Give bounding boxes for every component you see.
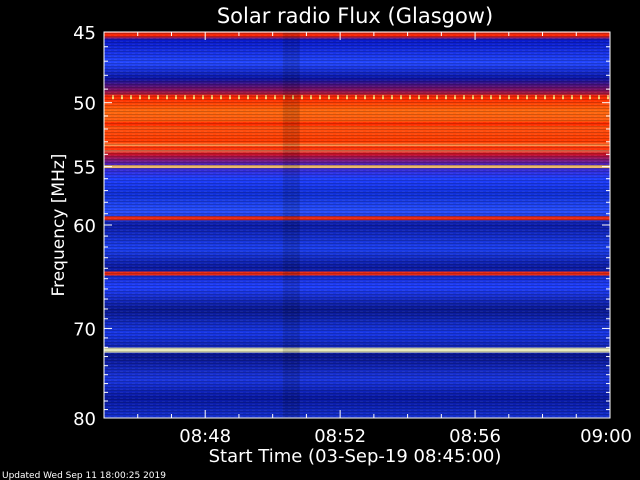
y-tick-label: 80: [73, 409, 96, 430]
x-tick-label: 08:48: [179, 426, 231, 447]
spectrogram-plot: [103, 31, 611, 419]
x-axis: 08:48 08:52 08:56 09:00: [137, 32, 632, 447]
x-tick-label: 09:00: [580, 426, 632, 447]
x-axis-label: Start Time (03-Sep-19 08:45:00): [209, 446, 502, 467]
y-axis-label: Frequency [MHz]: [49, 154, 69, 297]
x-tick-label: 08:56: [449, 426, 501, 447]
y-tick-label: 45: [73, 23, 96, 44]
footer-updated: Updated Wed Sep 11 18:00:25 2019: [2, 471, 166, 480]
y-axis: 45 50 55 60 70 80: [73, 23, 610, 430]
x-tick-label: 08:52: [314, 426, 366, 447]
y-tick-label: 60: [73, 216, 96, 237]
y-tick-label: 50: [73, 94, 96, 115]
y-tick-label: 55: [73, 158, 96, 179]
chart-title: Solar radio Flux (Glasgow): [217, 4, 493, 28]
spectrogram-texture: [104, 32, 610, 418]
y-tick-label: 70: [73, 319, 96, 340]
